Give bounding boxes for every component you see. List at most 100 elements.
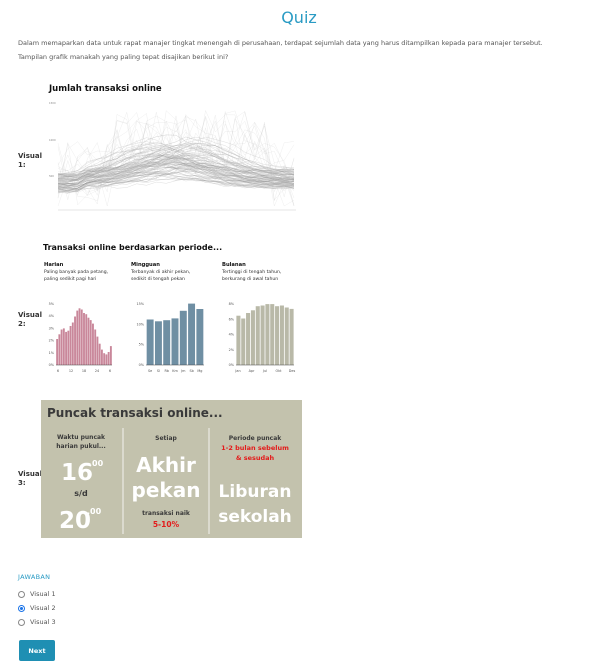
visual3-title: Puncak transaksi online...	[47, 406, 223, 420]
panel-ytick: 15%	[136, 302, 144, 306]
panel-bar	[236, 315, 241, 365]
option-visual-3[interactable]: Visual 3	[18, 618, 56, 626]
panel-bar	[78, 308, 81, 365]
visual1-label: Visual 1:	[18, 152, 42, 170]
panel-bar	[103, 353, 106, 365]
panel-bar	[246, 313, 251, 365]
col1-mid: s/d	[74, 489, 88, 498]
col1-sup1: .00	[89, 459, 104, 468]
panel-xtick: Jul	[262, 369, 267, 373]
panel-bar	[96, 336, 99, 365]
panel-xtick: 6	[57, 369, 59, 373]
panel-ytick: 1%	[49, 351, 55, 355]
col2-big2: pekan	[132, 478, 201, 502]
col1-sup2: .00	[87, 507, 102, 516]
option-label: Visual 1	[30, 590, 56, 598]
col3-big1: Liburan	[219, 482, 292, 502]
option-label: Visual 3	[30, 618, 56, 626]
panel-bar	[270, 304, 275, 365]
panel-subtitle-2: paling sedikit pagi hari	[44, 276, 96, 282]
panel-ytick: 4%	[229, 333, 235, 337]
option-label: Visual 2	[30, 604, 56, 612]
panel-bar	[289, 308, 294, 365]
col2-big1: Akhir	[136, 453, 196, 477]
panel-bar	[154, 321, 162, 365]
visual1-outlier-line	[57, 112, 295, 207]
panel-bar	[69, 326, 72, 365]
col2-small: transaksi naik	[142, 510, 191, 517]
visual1-chart: Jumlah transaksi online 1500 1000 500	[48, 84, 296, 211]
visual1-series-line	[57, 141, 295, 181]
panel-bar	[62, 328, 65, 365]
option-visual-1[interactable]: Visual 1	[18, 590, 56, 598]
col3-red1: 1-2 bulan sebelum	[221, 444, 289, 452]
visual1-series-line	[57, 154, 295, 182]
panel-bar	[94, 329, 97, 365]
col3-big2: sekolah	[218, 507, 292, 527]
visual1-series-line	[57, 144, 295, 182]
panel-bar	[67, 330, 70, 365]
col2-red: 5-10%	[153, 520, 180, 529]
panel-ytick: 6%	[229, 317, 235, 321]
visual1-outlier-line	[57, 115, 295, 207]
panel-xtick: Okt	[276, 369, 283, 373]
intro-line-1: Dalam memaparkan data untuk rapat manaje…	[18, 39, 543, 47]
visual1-series-line	[57, 156, 295, 179]
next-button[interactable]: Next	[19, 640, 55, 661]
option-visual-2[interactable]: Visual 2	[18, 604, 56, 612]
question-text: Dalam memaparkan data untuk rapat manaje…	[18, 36, 593, 64]
panel-bar	[188, 303, 196, 365]
intro-line-2: Tampilan grafik manakah yang paling tepa…	[18, 53, 229, 61]
visual1-outlier-line	[57, 111, 295, 181]
visual1-ytick-2: 500	[49, 174, 54, 178]
panel-ytick: 5%	[49, 302, 55, 306]
radio-visual-1[interactable]	[18, 590, 25, 598]
visual1-outlier-line	[57, 110, 295, 206]
visual1-title: Jumlah transaksi online	[48, 84, 162, 94]
panel-bar	[80, 309, 83, 365]
panel-xtick: 12	[69, 369, 73, 373]
visual1-label-line1: Visual	[18, 152, 42, 160]
visual1-series-line	[57, 147, 295, 180]
visual1-series-line	[57, 143, 295, 182]
radio-visual-3[interactable]	[18, 618, 25, 626]
panel-bar	[196, 309, 204, 365]
col1-head2: harian pukul...	[56, 443, 105, 450]
panel-bar	[109, 346, 112, 365]
visual1-lines	[57, 110, 295, 207]
panel-bar	[65, 331, 68, 365]
panel-subtitle-2: berkurang di awal tahun	[222, 276, 278, 282]
panel-xtick: 6	[109, 369, 111, 373]
visual1-outlier-line	[57, 115, 295, 201]
panel-ytick: 3%	[49, 326, 55, 330]
panel-xtick: Mg	[197, 369, 202, 373]
panel-bar	[284, 307, 289, 365]
panel-xtick: Jm	[180, 369, 186, 373]
visual1-series-line	[57, 137, 295, 175]
panel-subtitle-1: Paling banyak pada petang,	[44, 269, 109, 275]
panel-ytick: 5%	[139, 343, 145, 347]
panel-bar	[265, 304, 270, 365]
panel-xtick: 24	[95, 369, 99, 373]
visual3-background	[41, 400, 302, 538]
col3-red2: & sesudah	[236, 454, 275, 462]
panel-xtick: Km	[172, 369, 178, 373]
panel-bar	[98, 343, 101, 365]
visual1-series-line	[57, 159, 295, 189]
panel-heading: Mingguan	[131, 262, 160, 268]
visual1-ytick-0: 1500	[49, 101, 56, 105]
panel-bar	[163, 320, 171, 365]
panel-ytick: 0%	[49, 363, 55, 367]
panel-bar	[107, 352, 110, 365]
panel-xtick: Des	[289, 369, 296, 373]
visual1-series-line	[57, 169, 295, 186]
panel-bar	[255, 306, 260, 365]
visual3-label-line1: Visual	[18, 470, 42, 478]
panel-bar	[76, 310, 79, 365]
col2-head: Setiap	[155, 435, 177, 442]
visual1-series-line	[57, 146, 295, 182]
visual1-series-line	[57, 153, 295, 176]
radio-visual-2[interactable]	[18, 604, 25, 612]
visual1-outlier-line	[57, 121, 295, 196]
